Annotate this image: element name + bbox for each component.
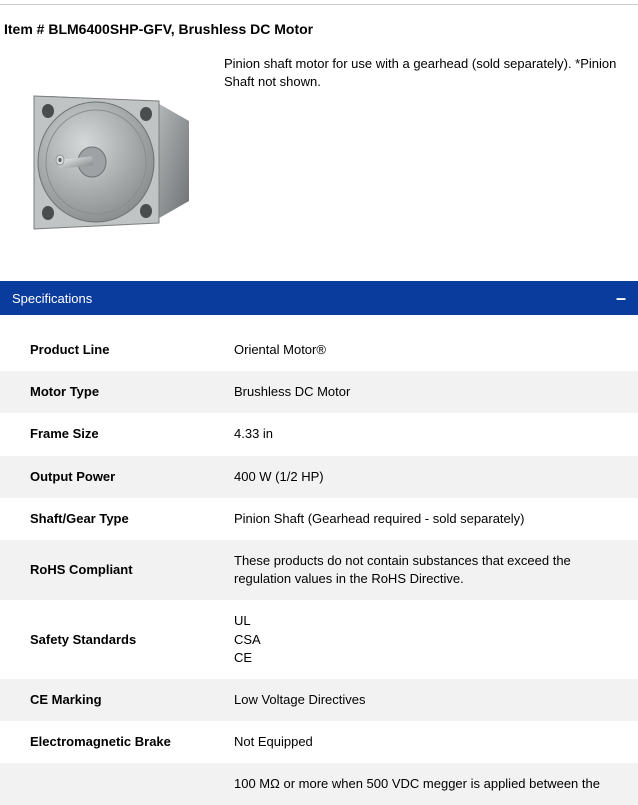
table-row: Shaft/Gear TypePinion Shaft (Gearhead re… [0, 498, 638, 540]
specifications-header[interactable]: Specifications – [0, 281, 638, 315]
spec-label: Product Line [0, 329, 220, 371]
table-row: 100 MΩ or more when 500 VDC megger is ap… [0, 763, 638, 805]
spec-label: CE Marking [0, 679, 220, 721]
spec-value: Not Equipped [220, 721, 638, 763]
spec-value: 100 MΩ or more when 500 VDC megger is ap… [220, 763, 638, 805]
table-row: CE MarkingLow Voltage Directives [0, 679, 638, 721]
spec-value: Low Voltage Directives [220, 679, 638, 721]
table-row: Safety StandardsULCSACE [0, 600, 638, 679]
table-row: Output Power400 W (1/2 HP) [0, 456, 638, 498]
spec-value: 4.33 in [220, 413, 638, 455]
spec-value: Oriental Motor® [220, 329, 638, 371]
spec-label: RoHS Compliant [0, 540, 220, 600]
hero-section: Pinion shaft motor for use with a gearhe… [0, 51, 638, 281]
spec-value: These products do not contain substances… [220, 540, 638, 600]
collapse-icon[interactable]: – [616, 289, 626, 307]
spec-label: Shaft/Gear Type [0, 498, 220, 540]
table-row: Frame Size4.33 in [0, 413, 638, 455]
section-title: Specifications [12, 291, 92, 306]
spec-value: ULCSACE [220, 600, 638, 679]
spec-value: Brushless DC Motor [220, 371, 638, 413]
spec-label: Electromagnetic Brake [0, 721, 220, 763]
table-row: RoHS CompliantThese products do not cont… [0, 540, 638, 600]
table-row: Motor TypeBrushless DC Motor [0, 371, 638, 413]
product-description: Pinion shaft motor for use with a gearhe… [224, 51, 634, 251]
spec-label: Output Power [0, 456, 220, 498]
spec-label: Safety Standards [0, 600, 220, 679]
spec-value: Pinion Shaft (Gearhead required - sold s… [220, 498, 638, 540]
spec-value: 400 W (1/2 HP) [220, 456, 638, 498]
specifications-table: Product LineOriental Motor®Motor TypeBru… [0, 329, 638, 805]
table-row: Electromagnetic BrakeNot Equipped [0, 721, 638, 763]
product-image [4, 51, 204, 251]
table-row: Product LineOriental Motor® [0, 329, 638, 371]
page-title: Item # BLM6400SHP-GFV, Brushless DC Moto… [0, 15, 638, 51]
motor-icon [4, 51, 204, 251]
spec-label [0, 763, 220, 805]
spec-label: Frame Size [0, 413, 220, 455]
spec-label: Motor Type [0, 371, 220, 413]
